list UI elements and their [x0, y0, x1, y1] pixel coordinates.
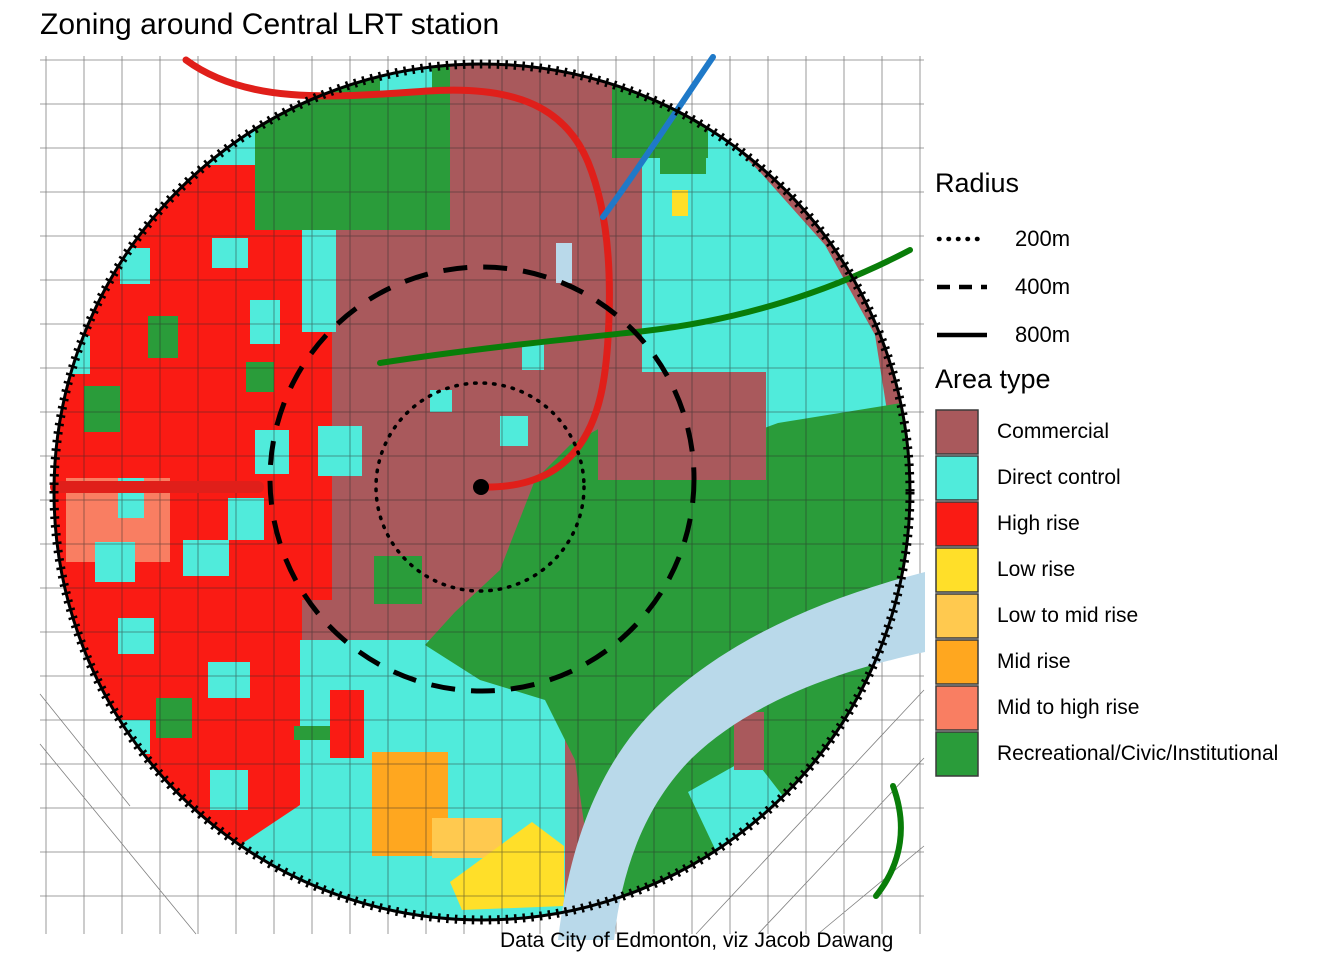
legend-item-label: Low to mid rise [997, 604, 1139, 627]
legend-item-label: High rise [997, 512, 1080, 535]
river-band [558, 572, 925, 940]
zone-patch [156, 698, 192, 738]
legend-item-label: Mid to high rise [997, 696, 1140, 719]
dotted-line-icon [936, 236, 988, 242]
zone-patch [212, 238, 248, 268]
zone-patch [672, 190, 688, 216]
zone-patch [430, 390, 452, 412]
radius-legend-item: 800m [935, 311, 1070, 359]
zone-patch [120, 248, 150, 284]
legend-item: Mid rise [935, 639, 1278, 685]
area-type-legend: Area type Commercial Direct control High… [935, 364, 1278, 777]
zone-patch [208, 662, 250, 698]
color-swatch-icon [935, 685, 979, 731]
zone-patch [734, 712, 764, 770]
legend-item: Recreational/Civic/Institutional [935, 731, 1278, 777]
color-swatch-icon [935, 639, 979, 685]
commercial-protrusion-zone [598, 372, 766, 480]
dashed-line-icon [937, 284, 987, 290]
legend-item-label: Recreational/Civic/Institutional [997, 742, 1279, 765]
legend-item: Direct control [935, 455, 1278, 501]
zone-patch [374, 556, 422, 604]
green-route-corner [873, 783, 904, 899]
station-dot [473, 479, 489, 495]
legend-item-label: Commercial [997, 420, 1110, 443]
zone-patch [183, 540, 229, 576]
color-swatch-icon [935, 731, 979, 777]
legend-item: Low rise [935, 547, 1278, 593]
legend-item: Mid to high rise [935, 685, 1278, 731]
radius-item-label: 800m [1015, 322, 1071, 347]
blue-route-line [600, 54, 716, 220]
zone-patch [330, 690, 364, 758]
low-to-mid-rise-zones [432, 818, 502, 858]
radius-legend: Radius 200m 400m 800m [935, 168, 1070, 359]
zone-patch [556, 243, 572, 283]
street-grid [39, 56, 925, 935]
zone-patch [150, 85, 265, 165]
zone-patch [246, 362, 274, 392]
zone-patch [500, 416, 528, 446]
radius-400m-ring [267, 264, 697, 694]
legend-item: High rise [935, 501, 1278, 547]
radius-item-label: 400m [1015, 274, 1071, 299]
green-route-line [377, 247, 913, 899]
radius-legend-heading: Radius [935, 168, 1020, 198]
legend-item: Low to mid rise [935, 593, 1278, 639]
zone-patch [84, 386, 120, 432]
zone-patch [642, 112, 890, 438]
color-swatch-icon [935, 409, 979, 455]
lrt-red-line [50, 56, 613, 493]
legend-item-label: Mid rise [997, 650, 1071, 673]
zone-patch [118, 618, 154, 654]
zone-patch [660, 130, 706, 174]
radius-item-label: 200m [1015, 226, 1071, 251]
lrt-red-line-curve [182, 56, 613, 491]
low-rise-zones [450, 190, 688, 910]
zone-patch [450, 822, 564, 910]
green-route-main [377, 247, 913, 366]
zone-patch [688, 756, 786, 868]
radius-800m-ring-ticks [49, 59, 915, 925]
zone-patch [318, 426, 362, 476]
data-credit: Data City of Edmonton, viz Jacob Dawang [500, 929, 894, 952]
zone-patch [432, 818, 502, 858]
area-legend-heading: Area type [935, 364, 1051, 394]
zone-patch [522, 344, 544, 370]
solid-line-icon [937, 332, 987, 338]
radius-200m-ring [374, 381, 586, 593]
figure-title: Zoning around Central LRT station [40, 8, 500, 41]
zone-patch [210, 770, 248, 810]
legend-item: Commercial [935, 409, 1278, 455]
radius-legend-item: 400m [935, 263, 1070, 311]
color-swatch-icon [935, 455, 979, 501]
color-swatch-icon [935, 501, 979, 547]
legend-item-label: Low rise [997, 558, 1076, 581]
river [556, 243, 925, 940]
zone-patch [148, 316, 178, 358]
radius-legend-item: 200m [935, 215, 1070, 263]
zone-patch [95, 542, 135, 582]
zone-patch [228, 498, 264, 540]
zone-patch [250, 300, 280, 344]
color-swatch-icon [935, 547, 979, 593]
legend-item-label: Direct control [997, 466, 1121, 489]
color-swatch-icon [935, 593, 979, 639]
